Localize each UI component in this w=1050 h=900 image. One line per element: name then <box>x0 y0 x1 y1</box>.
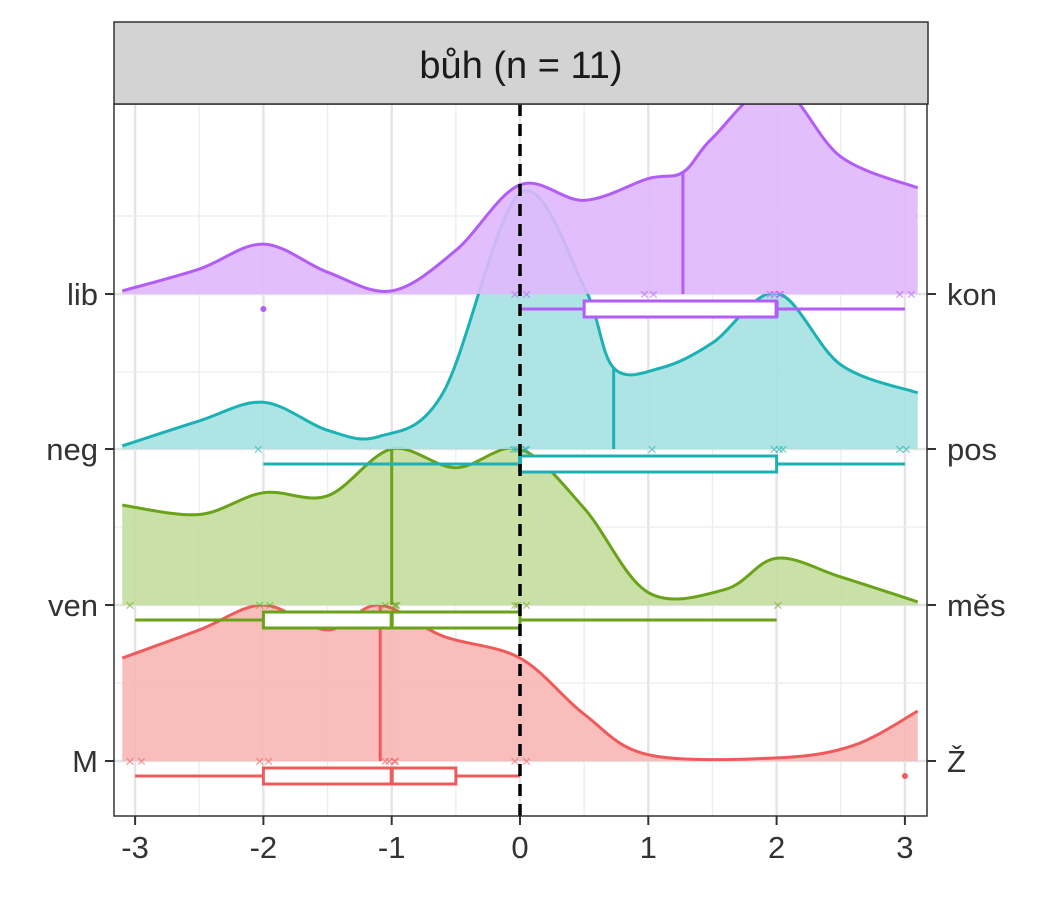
data-point: × <box>520 440 530 459</box>
data-point: × <box>265 596 275 615</box>
y-label-left: M <box>72 744 98 779</box>
y-label-right: pos <box>947 432 997 467</box>
ridge-row-M: × × × × × ××× ×× <box>121 603 919 786</box>
data-point: × <box>521 440 531 459</box>
data-point: × <box>389 596 399 615</box>
box-outlier <box>901 773 908 779</box>
data-point: × <box>384 752 394 771</box>
data-point: × <box>512 596 522 615</box>
data-point: × <box>137 752 147 771</box>
data-point: × <box>391 596 401 615</box>
data-point: × <box>769 285 779 304</box>
data-point: × <box>774 440 784 459</box>
density-curve <box>121 603 919 762</box>
data-point: × <box>901 440 911 459</box>
data-point: × <box>775 285 785 304</box>
data-point: × <box>380 752 390 771</box>
density-area <box>122 190 918 449</box>
x-tick-label: -2 <box>250 830 278 865</box>
data-point: × <box>648 285 658 304</box>
data-point: × <box>778 440 788 459</box>
data-point: × <box>769 440 779 459</box>
y-label-right: kon <box>947 277 997 312</box>
box-outlier <box>260 306 267 312</box>
data-point: × <box>255 596 265 615</box>
data-point: × <box>521 752 531 771</box>
y-label-left: lib <box>67 277 98 312</box>
data-point: × <box>125 596 135 615</box>
data-point: × <box>125 752 135 771</box>
x-tick-label: 3 <box>896 830 913 865</box>
data-point: × <box>510 285 520 304</box>
data-point: × <box>773 596 783 615</box>
y-label-left: neg <box>46 432 98 467</box>
data-point: × <box>521 596 531 615</box>
y-label-right: Ž <box>947 744 966 779</box>
facet-title: bůh (n = 11) <box>419 45 622 87</box>
density-curve <box>122 446 919 604</box>
data-point: × <box>380 596 390 615</box>
density-area <box>122 604 918 761</box>
data-point: × <box>253 440 263 459</box>
data-point: × <box>389 752 399 771</box>
x-tick-label: 1 <box>640 830 657 865</box>
x-tick-label: 0 <box>511 830 528 865</box>
data-point: × <box>511 440 521 459</box>
data-point: × <box>264 752 274 771</box>
data-point: × <box>895 285 905 304</box>
x-tick-label: 2 <box>768 830 785 865</box>
data-point: × <box>895 440 905 459</box>
facet-strip: bůh (n = 11) <box>113 21 929 105</box>
data-point: × <box>906 285 916 304</box>
facet-strip-background <box>113 21 929 105</box>
data-point: × <box>392 596 402 615</box>
data-point: × <box>255 752 265 771</box>
box-iqr <box>261 766 458 786</box>
y-label-left: ven <box>48 588 98 623</box>
data-point: × <box>639 285 649 304</box>
data-point: × <box>510 596 520 615</box>
x-tick-label: -3 <box>121 830 149 865</box>
data-point: × <box>765 285 775 304</box>
data-point: × <box>774 285 784 304</box>
data-point: × <box>521 285 531 304</box>
data-point: × <box>391 752 401 771</box>
data-point: × <box>647 440 657 459</box>
x-tick-label: -1 <box>378 830 406 865</box>
data-point: × <box>509 440 519 459</box>
y-label-right: měs <box>947 588 1006 623</box>
box-iqr <box>582 299 779 319</box>
plot-panel: × × × × × ××× ××× ×× ×× ×× × ×× ×× ×× ×× × ×× × ××× × × × × ×××… <box>113 83 928 817</box>
box-iqr <box>518 454 779 474</box>
data-point: × <box>510 752 520 771</box>
